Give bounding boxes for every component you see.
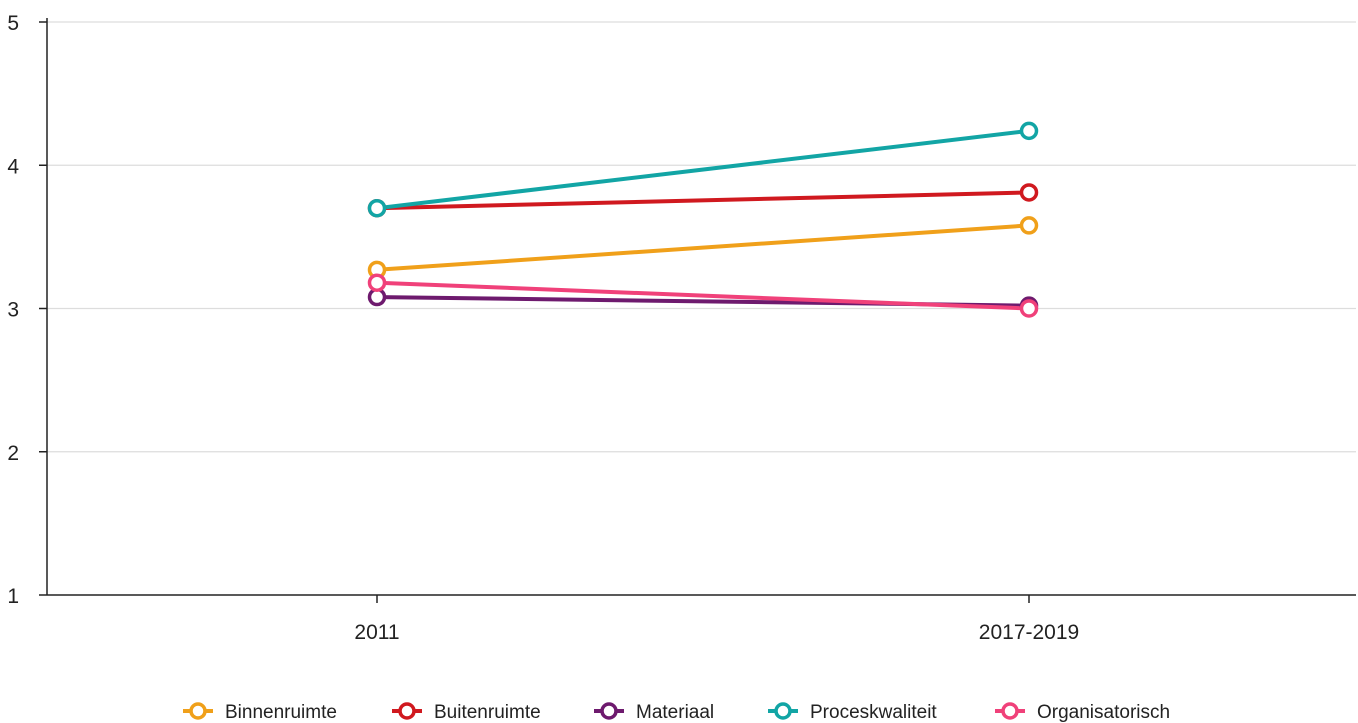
legend-label: Buitenruimte xyxy=(434,702,541,723)
y-tick-label: 2 xyxy=(7,442,19,465)
axes: 1 2 3 4 5 2011 2017-2019 xyxy=(7,12,1356,644)
y-tick-label: 4 xyxy=(7,155,19,178)
data-point-proceskwaliteit-1[interactable] xyxy=(1019,121,1039,141)
legend-swatch-marker xyxy=(1001,702,1019,720)
series-line-binnenruimte xyxy=(376,223,1030,272)
y-tick-label: 3 xyxy=(7,299,19,322)
y-tick-label: 5 xyxy=(7,12,19,35)
legend-swatch-marker xyxy=(189,702,207,720)
x-tick-label: 2017-2019 xyxy=(979,621,1079,644)
series-line-organisatorisch xyxy=(376,280,1030,311)
legend-label: Binnenruimte xyxy=(225,702,337,723)
legend: Binnenruimte Buitenruimte Materiaal Procesk… xyxy=(183,702,1170,723)
legend-item-buitenruimte[interactable]: Buitenruimte xyxy=(392,702,541,723)
legend-item-organisatorisch[interactable]: Organisatorisch xyxy=(995,702,1170,723)
legend-swatch-marker xyxy=(600,702,618,720)
data-point-proceskwaliteit-0[interactable] xyxy=(367,198,387,218)
data-point-organisatorisch-0[interactable] xyxy=(367,273,387,292)
gridlines xyxy=(47,21,1356,453)
legend-label: Proceskwaliteit xyxy=(810,702,937,723)
legend-swatch-marker xyxy=(398,702,416,720)
legend-swatch-marker xyxy=(774,702,792,720)
series-line-proceskwaliteit xyxy=(376,128,1030,211)
legend-item-binnenruimte[interactable]: Binnenruimte xyxy=(183,702,337,723)
x-tick-label: 2011 xyxy=(354,621,399,644)
legend-label: Materiaal xyxy=(636,702,714,723)
series-line-buitenruimte xyxy=(376,190,1030,211)
series-lines xyxy=(367,121,1039,318)
legend-item-proceskwaliteit[interactable]: Proceskwaliteit xyxy=(768,702,937,723)
data-point-binnenruimte-1[interactable] xyxy=(1019,216,1039,235)
data-point-organisatorisch-1[interactable] xyxy=(1019,299,1039,318)
legend-item-materiaal[interactable]: Materiaal xyxy=(594,702,714,723)
y-tick-label: 1 xyxy=(7,585,19,608)
legend-label: Organisatorisch xyxy=(1037,702,1170,723)
data-point-buitenruimte-1[interactable] xyxy=(1019,183,1039,202)
